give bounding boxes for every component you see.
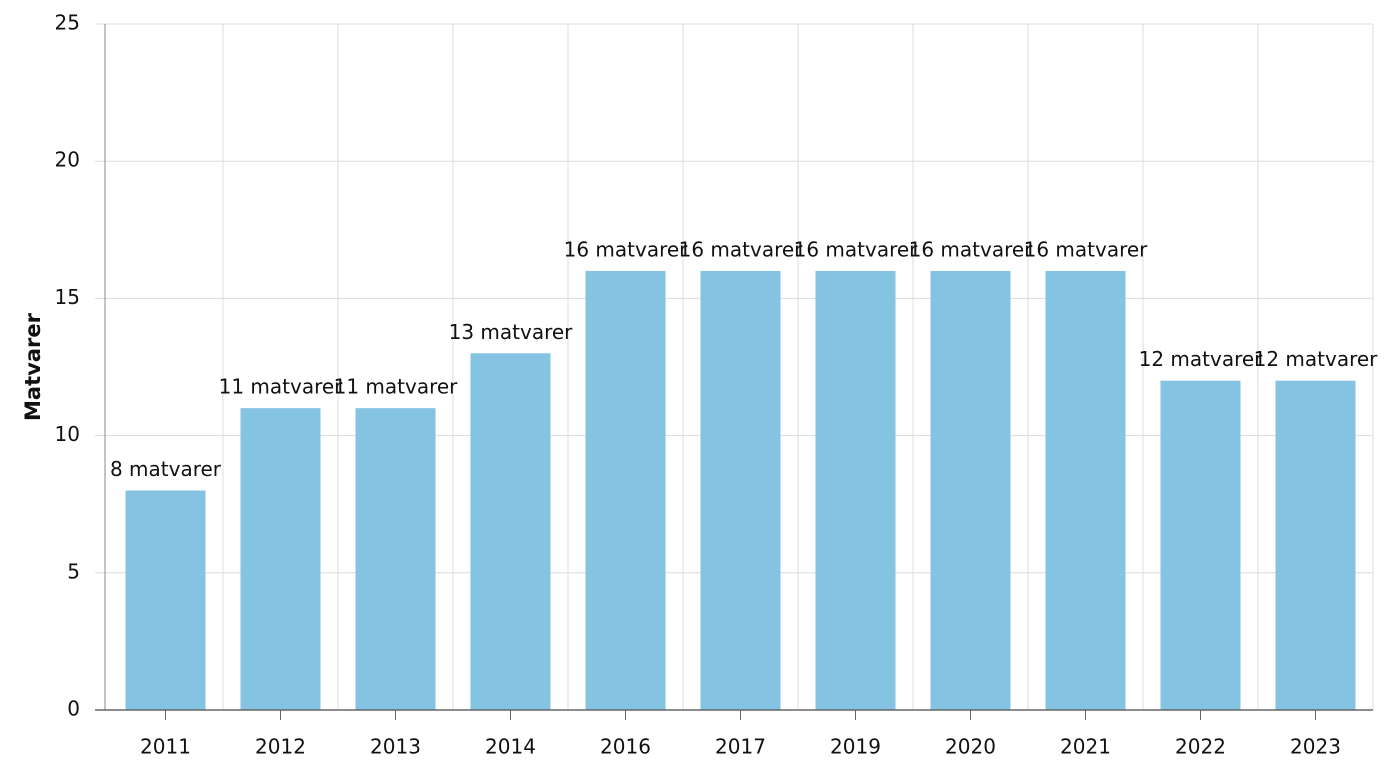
x-tick-label: 2022: [1175, 735, 1226, 759]
data-label: 11 matvarer: [219, 375, 344, 399]
bar: [1045, 270, 1126, 710]
x-tick-label: 2019: [830, 735, 881, 759]
bar: [355, 408, 436, 710]
x-tick-label: 2020: [945, 735, 996, 759]
data-label: 16 matvarer: [564, 237, 689, 261]
data-label: 13 matvarer: [449, 320, 574, 344]
data-label: 16 matvarer: [1024, 237, 1149, 261]
y-axis-label: Matvarer: [21, 312, 45, 421]
x-tick-label: 2023: [1290, 735, 1341, 759]
x-tick-label: 2014: [485, 735, 536, 759]
data-label: 16 matvarer: [679, 237, 804, 261]
y-tick-label: 25: [55, 11, 80, 35]
bar: [1160, 380, 1241, 710]
x-tick-label: 2013: [370, 735, 421, 759]
x-tick-label: 2012: [255, 735, 306, 759]
y-tick-label: 20: [55, 148, 80, 172]
bar: [815, 270, 896, 710]
bar: [1275, 380, 1356, 710]
y-tick-label: 10: [55, 422, 80, 446]
x-tick-label: 2017: [715, 735, 766, 759]
y-tick-label: 5: [67, 559, 80, 583]
x-tick-label: 2011: [140, 735, 191, 759]
data-label: 12 matvarer: [1254, 347, 1379, 371]
data-label: 8 matvarer: [110, 457, 222, 481]
y-tick-label: 15: [55, 285, 80, 309]
bar: [700, 270, 781, 710]
bar: [470, 353, 551, 710]
bar: [930, 270, 1011, 710]
x-tick-label: 2016: [600, 735, 651, 759]
bar: [125, 490, 206, 710]
data-label: 11 matvarer: [334, 375, 459, 399]
data-label: 16 matvarer: [909, 237, 1034, 261]
data-label: 12 matvarer: [1139, 347, 1264, 371]
y-tick-label: 0: [67, 697, 80, 721]
bar: [240, 408, 321, 710]
x-tick-label: 2021: [1060, 735, 1111, 759]
data-label: 16 matvarer: [794, 237, 919, 261]
bar: [585, 270, 666, 710]
